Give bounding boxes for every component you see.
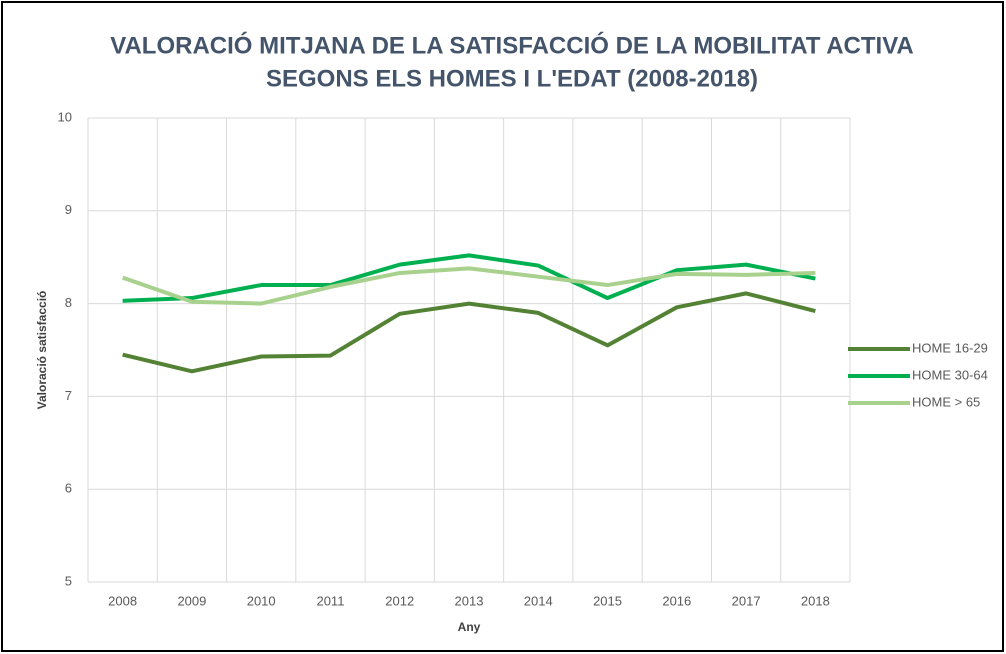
y-axis-title: Valoració satisfacció [35, 291, 49, 410]
x-tick-label: 2015 [593, 593, 622, 608]
y-tick-label: 5 [65, 573, 72, 588]
line-series [122, 291, 816, 374]
legend-label: HOME 30-64 [912, 367, 988, 382]
x-tick-label: 2013 [455, 593, 484, 608]
x-tick-label: 2011 [316, 593, 344, 608]
x-tick-label: 2018 [801, 593, 830, 608]
x-tick-label: 2009 [177, 593, 206, 608]
x-tick-label: 2012 [385, 593, 414, 608]
x-tick-label: 2014 [524, 593, 553, 608]
x-tick-label: 2017 [732, 593, 761, 608]
line-series [121, 266, 816, 306]
legend-label: HOME > 65 [912, 394, 980, 409]
chart-title: VALORACIÓ MITJANA DE LA SATISFACCIÓ DE L… [110, 31, 914, 59]
y-tick-label: 9 [65, 202, 72, 217]
x-tick-label: 2016 [662, 593, 691, 608]
x-tick-label: 2010 [247, 593, 276, 608]
y-tick-label: 8 [65, 295, 72, 310]
y-tick-label: 6 [65, 481, 72, 496]
x-axis-title: Any [458, 620, 481, 634]
line-series [122, 253, 816, 303]
y-tick-label: 10 [58, 109, 72, 124]
y-tick-label: 7 [65, 388, 72, 403]
chart-title: SEGONS ELS HOMES I L'EDAT (2008-2018) [266, 65, 758, 92]
x-tick-label: 2008 [108, 593, 137, 608]
legend-label: HOME 16-29 [912, 340, 988, 355]
